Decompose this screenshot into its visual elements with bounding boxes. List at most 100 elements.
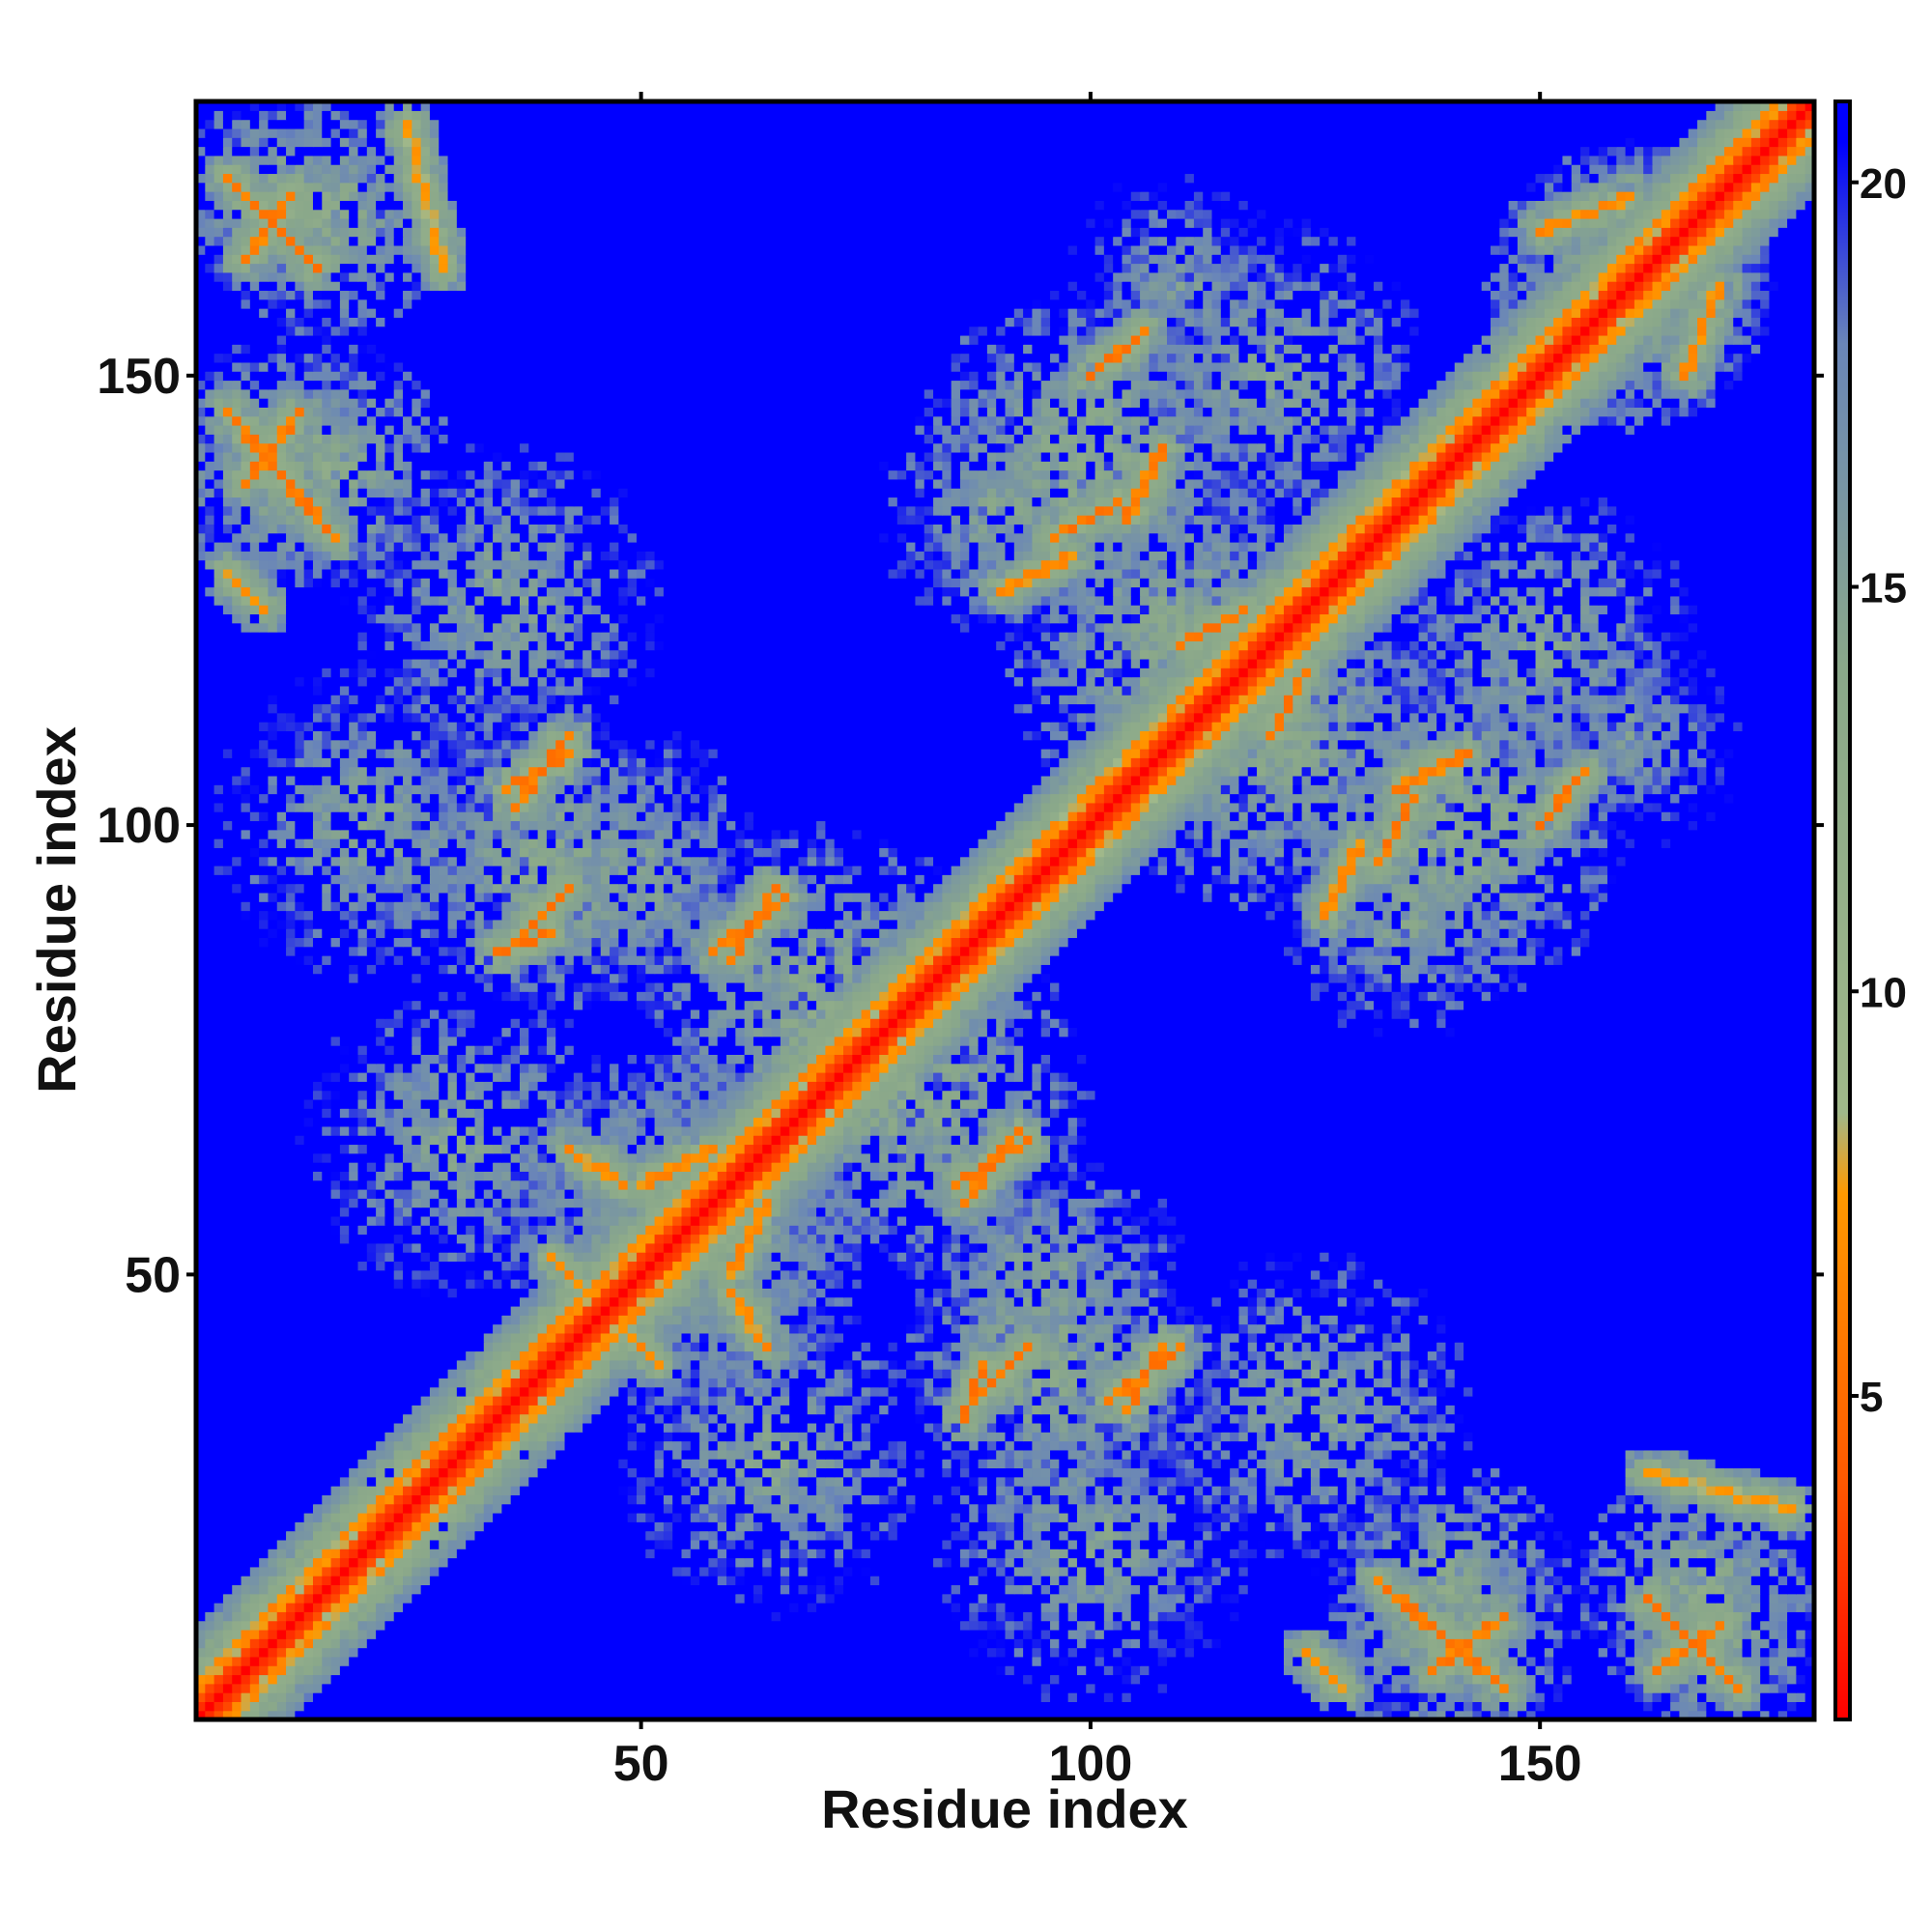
heatmap-cell bbox=[520, 1567, 529, 1577]
heatmap-cell bbox=[691, 1584, 700, 1594]
heatmap-cell bbox=[952, 1674, 961, 1684]
heatmap-cell bbox=[466, 1548, 475, 1558]
heatmap-cell bbox=[394, 1594, 404, 1604]
heatmap-cell bbox=[979, 1611, 988, 1621]
heatmap-cell bbox=[1302, 1531, 1312, 1541]
heatmap-cell bbox=[1131, 1630, 1141, 1639]
heatmap-cell bbox=[1167, 1611, 1177, 1621]
heatmap-cell bbox=[1679, 1648, 1689, 1658]
heatmap-cell bbox=[1086, 1684, 1095, 1693]
heatmap-cell bbox=[1311, 1684, 1321, 1693]
heatmap-cell bbox=[511, 1477, 521, 1487]
heatmap-cell bbox=[1482, 1665, 1492, 1675]
heatmap-cell bbox=[403, 1648, 412, 1658]
heatmap-cell bbox=[403, 1692, 412, 1702]
heatmap-cell bbox=[349, 1701, 358, 1711]
heatmap-cell bbox=[762, 1657, 772, 1666]
heatmap-cell bbox=[924, 1648, 934, 1658]
heatmap-cell bbox=[1607, 1521, 1617, 1531]
heatmap-cell bbox=[1320, 1692, 1329, 1702]
heatmap-cell bbox=[1095, 1486, 1105, 1495]
heatmap-cell bbox=[1032, 1638, 1041, 1648]
heatmap-cell bbox=[1751, 1630, 1761, 1639]
heatmap-cell bbox=[1329, 1665, 1339, 1675]
heatmap-cell bbox=[691, 1531, 700, 1541]
heatmap-cell bbox=[1436, 1638, 1446, 1648]
heatmap-cell bbox=[1230, 1576, 1239, 1585]
heatmap-cell bbox=[1158, 1638, 1168, 1648]
heatmap-cell bbox=[1077, 1621, 1087, 1631]
heatmap-cell bbox=[1203, 1477, 1212, 1487]
heatmap-cell bbox=[753, 1665, 763, 1675]
heatmap-cell bbox=[1679, 1558, 1689, 1568]
heatmap-cell bbox=[1572, 1521, 1581, 1531]
heatmap-cell bbox=[1536, 1521, 1546, 1531]
heatmap-cell bbox=[1365, 1531, 1375, 1541]
heatmap-cell bbox=[1599, 1621, 1608, 1631]
heatmap-cell bbox=[996, 1657, 1006, 1666]
heatmap-cell bbox=[484, 1674, 494, 1684]
heatmap-cell bbox=[1095, 1701, 1105, 1711]
heatmap-cell bbox=[960, 1657, 970, 1666]
heatmap-cell bbox=[1347, 1548, 1356, 1558]
heatmap-cell bbox=[1616, 1603, 1626, 1612]
heatmap-cell bbox=[1716, 1513, 1725, 1522]
heatmap-cell bbox=[1355, 1486, 1365, 1495]
heatmap-cell bbox=[979, 1477, 988, 1487]
heatmap-cell bbox=[394, 1692, 404, 1702]
heatmap-cell bbox=[565, 1467, 575, 1477]
heatmap-cell bbox=[1275, 1504, 1285, 1514]
heatmap-cell bbox=[1077, 1684, 1087, 1693]
heatmap-cell bbox=[691, 1603, 700, 1612]
heatmap-cell bbox=[1158, 1621, 1168, 1631]
heatmap-cell bbox=[852, 1513, 862, 1522]
heatmap-cell bbox=[1455, 1603, 1464, 1612]
heatmap-cell bbox=[1653, 1584, 1662, 1594]
heatmap-cell bbox=[466, 1594, 475, 1604]
heatmap-cell bbox=[1203, 1648, 1212, 1658]
heatmap-cell bbox=[367, 1567, 377, 1577]
heatmap-cell bbox=[664, 1540, 673, 1549]
heatmap-cell bbox=[601, 1692, 611, 1702]
heatmap-cell bbox=[1293, 1594, 1302, 1604]
heatmap-cell bbox=[1679, 1657, 1689, 1666]
heatmap-cell bbox=[1212, 1548, 1222, 1558]
heatmap-cell bbox=[1176, 1576, 1185, 1585]
heatmap-cell bbox=[924, 1692, 934, 1702]
heatmap-cell bbox=[718, 1603, 727, 1612]
heatmap-cell bbox=[1212, 1603, 1222, 1612]
heatmap-cell bbox=[1526, 1657, 1536, 1666]
heatmap-cell bbox=[1419, 1477, 1429, 1487]
heatmap-cell bbox=[242, 1531, 251, 1541]
heatmap-cell bbox=[1041, 1638, 1051, 1648]
heatmap-cell bbox=[1697, 1657, 1707, 1666]
heatmap-cell bbox=[474, 1513, 484, 1522]
heatmap-cell bbox=[645, 1584, 655, 1594]
heatmap-cell bbox=[1014, 1630, 1024, 1639]
heatmap-cell bbox=[628, 1674, 638, 1684]
heatmap-cell bbox=[223, 1467, 233, 1477]
heatmap-cell bbox=[987, 1477, 997, 1487]
heatmap-cell bbox=[448, 1477, 458, 1487]
heatmap-cell bbox=[242, 1701, 251, 1711]
heatmap-cell bbox=[591, 1576, 601, 1585]
heatmap-cell bbox=[384, 1611, 394, 1621]
heatmap-cell bbox=[879, 1684, 889, 1693]
heatmap-cell bbox=[1023, 1657, 1033, 1666]
heatmap-cell bbox=[394, 1701, 404, 1711]
heatmap-cell bbox=[1032, 1684, 1041, 1693]
heatmap-cell bbox=[367, 1611, 377, 1621]
heatmap-cell bbox=[718, 1558, 727, 1568]
heatmap-cell bbox=[1670, 1630, 1680, 1639]
heatmap-cell bbox=[1014, 1584, 1024, 1594]
heatmap-cell bbox=[250, 1548, 260, 1558]
heatmap-cell bbox=[1382, 1531, 1392, 1541]
heatmap-cell bbox=[610, 1692, 619, 1702]
heatmap-cell bbox=[682, 1521, 692, 1531]
heatmap-cell bbox=[1212, 1513, 1222, 1522]
heatmap-cell bbox=[1778, 1548, 1788, 1558]
heatmap-cell bbox=[466, 1603, 475, 1612]
heatmap-cell bbox=[1392, 1576, 1402, 1585]
heatmap-cell bbox=[582, 1584, 592, 1594]
heatmap-cell bbox=[1653, 1567, 1662, 1577]
